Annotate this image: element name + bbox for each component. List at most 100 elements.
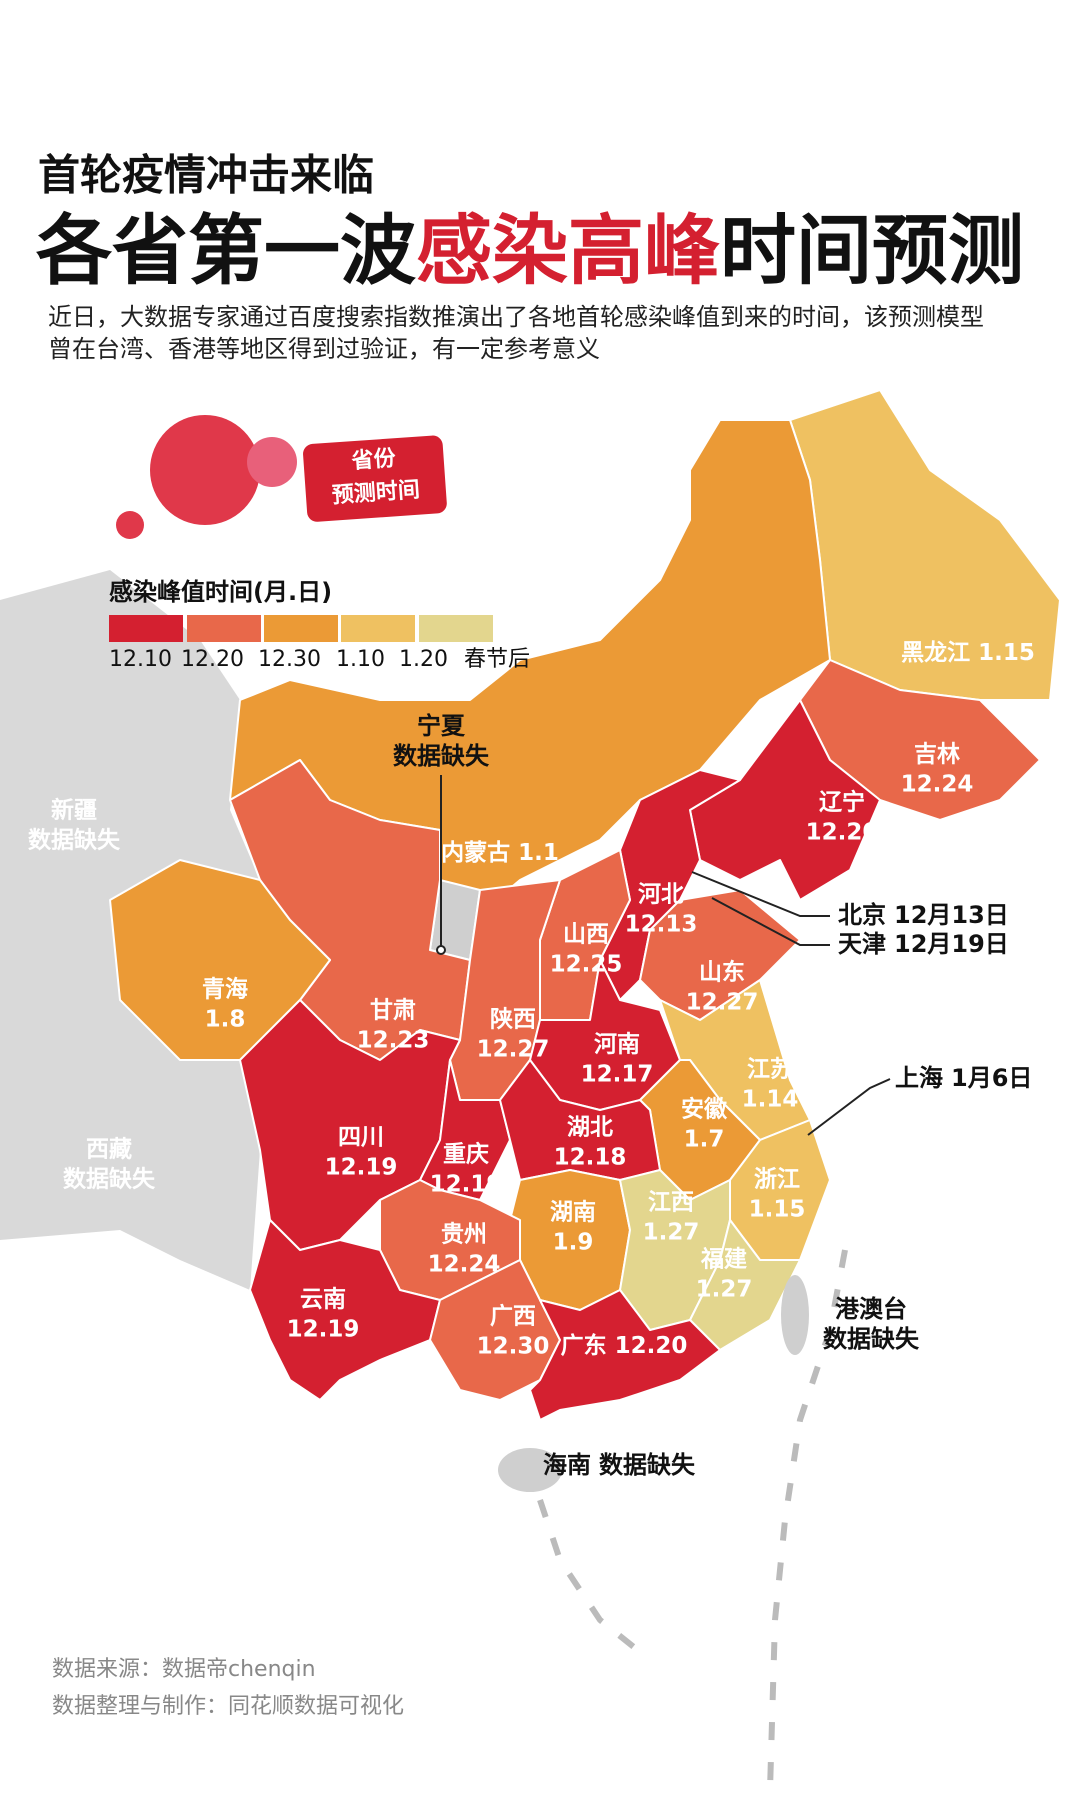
region-value: 1.27 bbox=[696, 1277, 753, 1303]
region-name: 山东 bbox=[699, 959, 745, 986]
region-label: 黑龙江 1.15 bbox=[901, 640, 1035, 666]
region-value: 1.9 bbox=[553, 1230, 594, 1256]
region-value: 12.19 bbox=[287, 1317, 360, 1343]
legend-swatch bbox=[187, 615, 261, 642]
region-value: 12.23 bbox=[357, 1028, 430, 1054]
region-name: 宁夏 bbox=[417, 712, 466, 740]
badge-text: 预测时间 bbox=[331, 478, 421, 509]
hubei bbox=[499, 1059, 661, 1181]
title-part: 各省第一波 bbox=[36, 206, 416, 295]
region-value: 12.13 bbox=[625, 912, 698, 938]
region-value: 12月13日 bbox=[894, 901, 1009, 929]
guangdong bbox=[529, 1289, 721, 1421]
legend-label: 12.10 bbox=[109, 647, 172, 672]
virus bbox=[247, 437, 297, 487]
region-name: 江西 bbox=[648, 1190, 694, 1216]
region-name: 港澳台 bbox=[835, 1295, 907, 1323]
region-label: 北京 12月13日 bbox=[838, 901, 1009, 929]
region-value: 12.19 bbox=[325, 1155, 398, 1181]
leader-line bbox=[691, 871, 830, 917]
region-name: 浙江 bbox=[754, 1167, 800, 1193]
region-value: 12.30 bbox=[477, 1334, 550, 1360]
region-name: 云南 bbox=[300, 1287, 346, 1313]
region-value: 1.15 bbox=[749, 1197, 806, 1223]
fujian bbox=[689, 1219, 801, 1351]
legend-swatch bbox=[341, 615, 415, 642]
badge: 省份 预测时间 bbox=[303, 435, 447, 522]
legend-label: 12.30 bbox=[258, 647, 321, 672]
region-label: 广东 12.20 bbox=[561, 1332, 688, 1359]
region-value: 12.17 bbox=[581, 1062, 654, 1088]
region-name: 内蒙古 bbox=[441, 840, 510, 866]
region-name: 青海 bbox=[202, 976, 248, 1003]
region-value: 数据缺失 bbox=[393, 742, 490, 770]
region-value: 1.7 bbox=[684, 1127, 725, 1153]
leader-dot bbox=[436, 945, 446, 955]
legend: 12.10 12.20 12.30 1.10 1.20 春节后 bbox=[109, 615, 530, 672]
region-value: 12.27 bbox=[686, 990, 759, 1016]
region-value: 12.27 bbox=[477, 1037, 550, 1063]
region-name: 福建 bbox=[700, 1247, 747, 1273]
legend-label: 1.10 bbox=[336, 647, 385, 672]
region-value: 12.24 bbox=[901, 772, 974, 798]
legend-swatch bbox=[264, 615, 338, 642]
leader-line bbox=[711, 897, 830, 946]
region-name: 辽宁 bbox=[819, 789, 865, 816]
region-value: 数据缺失 bbox=[28, 827, 121, 854]
region-name: 河北 bbox=[638, 882, 684, 908]
region-value: 1.27 bbox=[643, 1220, 700, 1246]
region-value: 1.8 bbox=[205, 1007, 246, 1033]
region-name: 山西 bbox=[563, 922, 609, 948]
region-value: 数据缺失 bbox=[599, 1451, 696, 1479]
region-label: 海南 数据缺失 bbox=[543, 1451, 696, 1479]
kicker: 首轮疫情冲击来临 bbox=[38, 151, 374, 200]
region-value: 1.14 bbox=[742, 1087, 799, 1113]
legend-swatch bbox=[109, 615, 183, 642]
region-name: 广东 bbox=[561, 1332, 607, 1359]
legend-title: 感染峰值时间(月.日) bbox=[109, 578, 332, 606]
legend-label: 12.20 bbox=[181, 647, 244, 672]
yunnan bbox=[249, 1219, 441, 1401]
title-highlight: 感染高峰 bbox=[416, 206, 720, 295]
region-value: 12.20 bbox=[615, 1333, 688, 1359]
source: 数据来源：数据帝chenqin bbox=[52, 1657, 316, 1682]
legend-swatch bbox=[419, 615, 493, 642]
region-name: 天津 bbox=[838, 930, 886, 958]
virus bbox=[116, 511, 144, 539]
region-name: 吉林 bbox=[914, 741, 960, 768]
region-name: 江苏 bbox=[747, 1057, 793, 1083]
region-name: 海南 bbox=[543, 1451, 591, 1479]
region-value: 1.1 bbox=[518, 840, 559, 866]
main-title: 各省第一波感染高峰时间预测 bbox=[36, 206, 1024, 295]
region-name: 安徽 bbox=[681, 1096, 728, 1123]
title-part: 时间预测 bbox=[720, 206, 1024, 295]
credit: 数据整理与制作：同花顺数据可视化 bbox=[52, 1694, 404, 1719]
province-shapes bbox=[109, 389, 1061, 1421]
description: 曾在台湾、香港等地区得到过验证，有一定参考意义 bbox=[48, 335, 600, 363]
badge-box bbox=[303, 435, 447, 522]
virus-decoration bbox=[116, 415, 297, 539]
region-label: 上海 1月6日 bbox=[895, 1064, 1032, 1092]
region-name: 西藏 bbox=[86, 1137, 132, 1163]
region-value: 12.20 bbox=[806, 820, 879, 846]
legend-label: 1.20 bbox=[399, 647, 448, 672]
taiwan bbox=[781, 1275, 809, 1355]
region-name: 黑龙江 bbox=[901, 640, 970, 666]
region-value: 数据缺失 bbox=[823, 1325, 920, 1353]
neighbor-land bbox=[0, 570, 260, 1290]
region-value: 1.15 bbox=[978, 640, 1035, 666]
region-name: 湖北 bbox=[567, 1115, 613, 1141]
region-value: 1月6日 bbox=[951, 1064, 1032, 1092]
region-name: 新疆 bbox=[51, 797, 97, 824]
region-value: 12.19 bbox=[430, 1172, 503, 1198]
region-name: 四川 bbox=[338, 1125, 384, 1151]
leader-line bbox=[807, 1078, 891, 1136]
region-value: 12.18 bbox=[554, 1145, 627, 1171]
region-value: 数据缺失 bbox=[63, 1166, 156, 1193]
qinghai bbox=[109, 859, 331, 1061]
leader-lines bbox=[436, 775, 891, 1136]
region-label: 天津 12月19日 bbox=[838, 930, 1009, 958]
region-label: 内蒙古 1.1 bbox=[441, 840, 559, 866]
